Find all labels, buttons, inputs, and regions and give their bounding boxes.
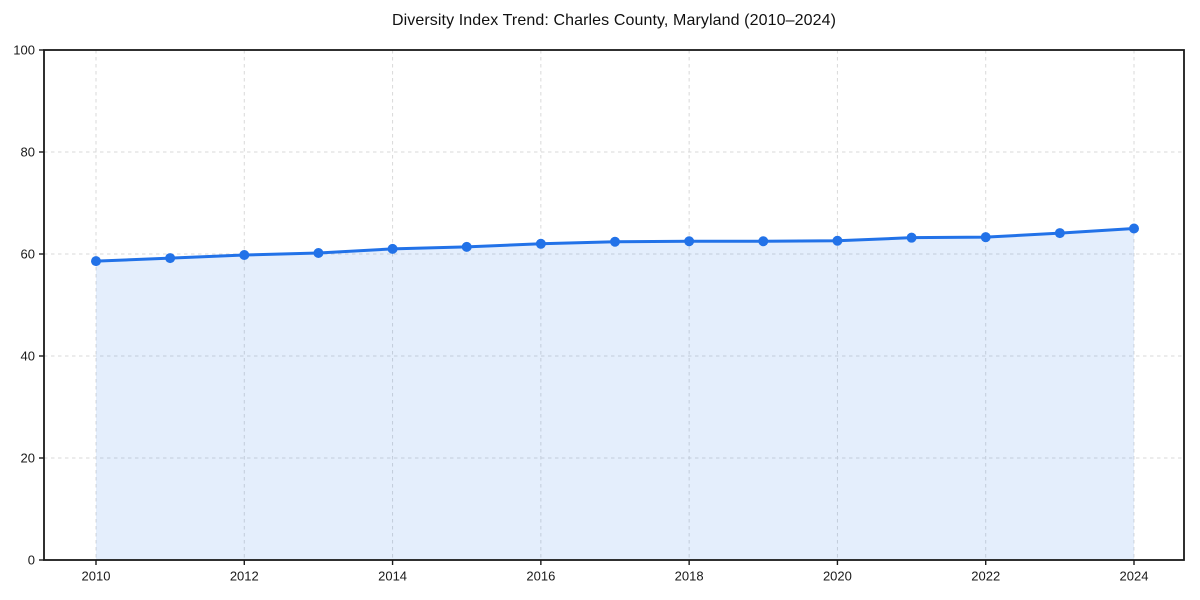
- data-point: [980, 232, 991, 243]
- y-axis-tick-label: 0: [28, 553, 35, 568]
- data-point: [535, 238, 546, 249]
- data-point: [461, 241, 472, 252]
- data-point: [610, 236, 620, 247]
- x-axis-tick-label: 2012: [230, 569, 259, 584]
- x-axis-tick-label: 2014: [378, 569, 407, 584]
- y-axis-tick-label: 60: [21, 247, 35, 262]
- x-axis-tick-label: 2010: [82, 569, 111, 584]
- data-point: [1054, 228, 1065, 239]
- data-point: [684, 236, 695, 247]
- data-point: [758, 236, 769, 247]
- data-point: [165, 253, 176, 264]
- y-axis-tick-label: 20: [21, 451, 35, 466]
- data-point: [387, 243, 398, 254]
- x-axis-tick-label: 2018: [675, 569, 704, 584]
- data-point: [906, 232, 917, 243]
- data-point: [1129, 223, 1139, 234]
- data-point: [832, 235, 843, 246]
- data-point: [239, 250, 250, 261]
- y-axis-tick-label: 40: [21, 349, 35, 364]
- plot-area: [43, 49, 1185, 561]
- y-axis-tick-label: 80: [21, 145, 35, 160]
- x-axis-tick-label: 2020: [823, 569, 852, 584]
- x-axis-tick-label: 2024: [1120, 569, 1149, 584]
- area-fill: [96, 228, 1134, 560]
- chart-title: Diversity Index Trend: Charles County, M…: [391, 12, 837, 29]
- x-axis-tick-label: 2016: [526, 569, 555, 584]
- y-axis-tick-label: 100: [13, 43, 35, 58]
- data-point: [91, 256, 101, 267]
- x-axis-tick-label: 2022: [971, 569, 1000, 584]
- data-point: [313, 247, 324, 258]
